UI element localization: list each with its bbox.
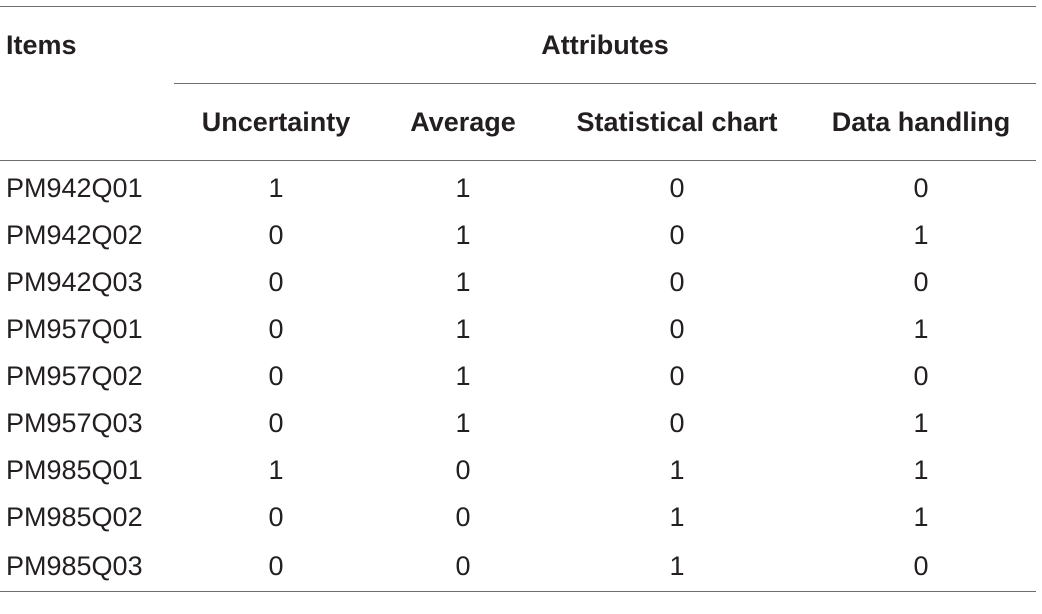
item-cell: PM985Q02 bbox=[6, 502, 143, 532]
data-handling-cell: 1 bbox=[913, 408, 929, 438]
table-row: PM957Q02 0 1 0 0 bbox=[0, 353, 1036, 400]
statistical-chart-cell: 0 bbox=[669, 408, 685, 438]
statistical-chart-cell: 0 bbox=[669, 220, 685, 250]
data-handling-cell: 0 bbox=[913, 173, 929, 203]
uncertainty-cell: 0 bbox=[268, 267, 284, 297]
average-cell: 1 bbox=[455, 408, 471, 438]
header-row-columns: Uncertainty Average Statistical chart Da… bbox=[0, 83, 1036, 161]
table-row: PM942Q01 1 1 0 0 bbox=[0, 161, 1036, 213]
data-handling-cell: 0 bbox=[913, 267, 929, 297]
uncertainty-cell: 0 bbox=[268, 361, 284, 391]
item-cell: PM985Q01 bbox=[6, 455, 143, 485]
uncertainty-cell: 0 bbox=[268, 220, 284, 250]
average-cell: 1 bbox=[455, 314, 471, 344]
attributes-header: Attributes bbox=[174, 6, 1036, 84]
attributes-table: Items Attributes Uncertainty Average Sta… bbox=[0, 6, 1036, 592]
average-cell: 1 bbox=[455, 267, 471, 297]
items-header: Items bbox=[0, 6, 174, 84]
item-cell: PM957Q02 bbox=[6, 361, 143, 391]
uncertainty-cell: 1 bbox=[268, 455, 284, 485]
uncertainty-cell: 1 bbox=[268, 173, 284, 203]
item-cell: PM985Q03 bbox=[0, 541, 174, 592]
table-row: PM957Q01 0 1 0 1 bbox=[0, 306, 1036, 353]
average-cell: 0 bbox=[378, 541, 548, 592]
uncertainty-cell: 0 bbox=[268, 408, 284, 438]
column-header-data-handling: Data handling bbox=[806, 83, 1036, 161]
statistical-chart-cell: 1 bbox=[669, 502, 685, 532]
table-row: PM942Q03 0 1 0 0 bbox=[0, 259, 1036, 306]
item-cell: PM957Q01 bbox=[6, 314, 143, 344]
data-handling-cell: 1 bbox=[913, 314, 929, 344]
statistical-chart-cell: 0 bbox=[669, 267, 685, 297]
items-header-spacer bbox=[0, 83, 174, 161]
data-handling-cell: 1 bbox=[913, 502, 929, 532]
average-cell: 0 bbox=[455, 502, 471, 532]
statistical-chart-cell: 1 bbox=[669, 455, 685, 485]
uncertainty-cell: 0 bbox=[268, 502, 284, 532]
table-row: PM985Q03 0 0 1 0 bbox=[0, 541, 1036, 592]
table-row: PM985Q01 1 0 1 1 bbox=[0, 447, 1036, 494]
statistical-chart-cell: 0 bbox=[669, 173, 685, 203]
table-body: PM942Q01 1 1 0 0 PM942Q02 0 1 0 1 PM942Q… bbox=[0, 161, 1036, 592]
table-header: Items Attributes Uncertainty Average Sta… bbox=[0, 6, 1036, 161]
statistical-chart-cell: 0 bbox=[669, 314, 685, 344]
data-handling-cell: 1 bbox=[913, 455, 929, 485]
table-row: PM957Q03 0 1 0 1 bbox=[0, 400, 1036, 447]
item-cell: PM957Q03 bbox=[6, 408, 143, 438]
uncertainty-cell: 0 bbox=[174, 541, 378, 592]
uncertainty-cell: 0 bbox=[268, 314, 284, 344]
table-row: PM985Q02 0 0 1 1 bbox=[0, 494, 1036, 541]
statistical-chart-cell: 1 bbox=[548, 541, 806, 592]
item-cell: PM942Q01 bbox=[6, 173, 143, 203]
column-header-uncertainty: Uncertainty bbox=[174, 83, 378, 161]
data-handling-cell: 0 bbox=[913, 361, 929, 391]
average-cell: 1 bbox=[455, 361, 471, 391]
average-cell: 1 bbox=[455, 173, 471, 203]
data-handling-cell: 1 bbox=[913, 220, 929, 250]
column-header-average: Average bbox=[378, 83, 548, 161]
statistical-chart-cell: 0 bbox=[669, 361, 685, 391]
table-row: PM942Q02 0 1 0 1 bbox=[0, 212, 1036, 259]
item-cell: PM942Q02 bbox=[6, 220, 143, 250]
column-header-statistical-chart: Statistical chart bbox=[548, 83, 806, 161]
average-cell: 0 bbox=[455, 455, 471, 485]
average-cell: 1 bbox=[455, 220, 471, 250]
item-cell: PM942Q03 bbox=[6, 267, 143, 297]
header-row-top: Items Attributes bbox=[0, 6, 1036, 84]
data-handling-cell: 0 bbox=[806, 541, 1036, 592]
